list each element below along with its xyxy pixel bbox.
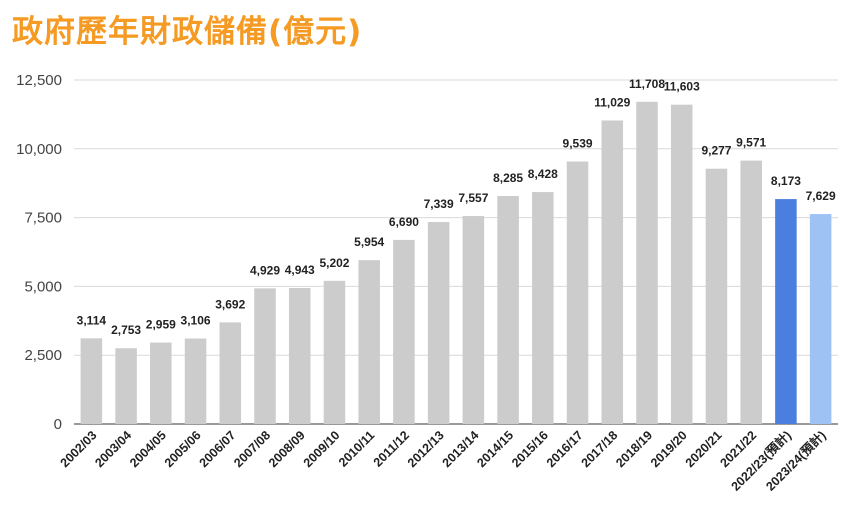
bar xyxy=(150,342,172,424)
data-label: 8,285 xyxy=(493,171,523,185)
bar xyxy=(601,120,624,424)
data-label: 8,428 xyxy=(528,167,558,181)
x-tick-label: 2014/15 xyxy=(474,428,516,470)
bar xyxy=(636,101,658,424)
bar xyxy=(809,214,832,424)
x-tick-label: 2013/14 xyxy=(440,428,482,470)
bar xyxy=(288,287,311,424)
x-tick-label: 2005/06 xyxy=(162,428,204,470)
x-tick-label: 2017/18 xyxy=(579,428,621,470)
data-label: 5,954 xyxy=(354,235,384,249)
x-tick-label: 2011/12 xyxy=(371,428,412,469)
data-label: 11,603 xyxy=(664,80,700,94)
data-label: 11,708 xyxy=(629,77,665,91)
x-tick-label: 2010/11 xyxy=(336,428,377,469)
data-label: 11,029 xyxy=(594,95,630,109)
x-tick-label: 2008/09 xyxy=(266,428,308,470)
data-label: 7,629 xyxy=(806,189,836,203)
data-label: 9,277 xyxy=(701,144,731,158)
data-label: 5,202 xyxy=(319,256,349,270)
data-label: 2,753 xyxy=(111,323,141,337)
x-tick-label: 2020/21 xyxy=(683,428,725,470)
y-tick-label: 5,000 xyxy=(24,278,62,295)
bar xyxy=(393,239,415,424)
y-tick-label: 7,500 xyxy=(24,210,62,227)
x-tick-label: 2009/10 xyxy=(301,428,343,470)
x-tick-label: 2003/04 xyxy=(92,428,134,470)
bar xyxy=(80,338,103,424)
bar xyxy=(427,222,450,424)
data-label: 4,943 xyxy=(285,263,315,277)
y-tick-label: 2,500 xyxy=(24,347,62,364)
bar xyxy=(740,160,762,424)
data-label: 4,929 xyxy=(250,263,280,277)
bar xyxy=(323,280,346,424)
data-label: 8,173 xyxy=(771,174,801,188)
data-label: 9,571 xyxy=(736,136,766,150)
bar xyxy=(219,322,242,424)
data-label: 2,959 xyxy=(146,318,176,332)
y-tick-label: 0 xyxy=(54,416,62,433)
x-tick-label: 2007/08 xyxy=(231,428,273,470)
data-label: 7,339 xyxy=(424,197,454,211)
y-tick-label: 10,000 xyxy=(16,141,62,158)
x-tick-label: 2018/19 xyxy=(613,428,655,470)
bar xyxy=(254,288,276,424)
x-tick-label: 2002/03 xyxy=(58,428,100,470)
bar xyxy=(462,216,485,424)
data-label: 6,690 xyxy=(389,215,419,229)
x-tick-label: 2004/05 xyxy=(127,428,169,470)
data-label: 7,557 xyxy=(458,191,488,205)
bar xyxy=(532,192,554,424)
bar xyxy=(705,168,728,424)
x-tick-label: 2016/17 xyxy=(544,428,586,470)
x-tick-label: 2019/20 xyxy=(648,428,690,470)
bar xyxy=(184,338,207,424)
x-tick-label: 2023/24(預計) xyxy=(763,428,829,494)
data-label: 3,692 xyxy=(215,297,245,311)
bar xyxy=(115,348,137,424)
bar xyxy=(566,161,589,424)
x-tick-label: 2006/07 xyxy=(197,428,239,470)
bar xyxy=(358,260,380,424)
data-label: 3,106 xyxy=(181,314,211,328)
x-tick-label: 2022/23(預計) xyxy=(728,428,794,494)
x-tick-label: 2015/16 xyxy=(509,428,551,470)
data-label: 3,114 xyxy=(77,313,107,327)
data-label: 9,539 xyxy=(563,136,593,150)
y-tick-label: 12,500 xyxy=(16,72,62,89)
chart-title: 政府歷年財政儲備(億元) xyxy=(12,14,363,50)
bar xyxy=(775,199,797,424)
x-tick-label: 2012/13 xyxy=(405,428,447,470)
bar xyxy=(497,195,519,424)
bar xyxy=(670,104,693,425)
